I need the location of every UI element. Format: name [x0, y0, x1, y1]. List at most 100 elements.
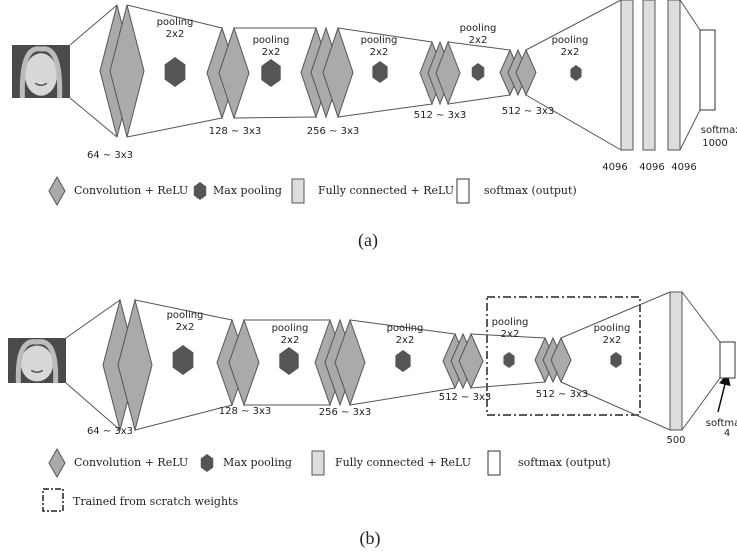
face — [20, 345, 54, 382]
pool-layer — [261, 59, 281, 87]
pool-layer — [570, 65, 582, 81]
legend-text: Fully connected + ReLU — [335, 456, 471, 469]
pool-label: pooling — [460, 23, 497, 34]
legend-text: Convolution + ReLU — [74, 456, 188, 469]
pool-layer — [395, 350, 411, 372]
softmax-layer — [719, 341, 736, 379]
smile — [34, 82, 48, 87]
fc-label: 500 — [666, 435, 685, 446]
pool-size: 2x2 — [469, 35, 488, 46]
fc-layer — [669, 291, 683, 431]
conv-layer — [109, 4, 145, 138]
pool-size: 2x2 — [281, 335, 300, 346]
conv-layer — [515, 48, 537, 97]
legend-fc — [291, 178, 305, 204]
pool-layer — [279, 347, 299, 375]
fc-layer — [620, 0, 634, 151]
pool-layer — [164, 57, 186, 87]
conv-label: 512 ∼ 3x3 — [414, 110, 466, 121]
legend-softmax — [456, 178, 470, 204]
legend-softmax — [487, 450, 501, 476]
connector — [560, 291, 671, 339]
pool-label: pooling — [361, 35, 398, 46]
pool-label: pooling — [253, 35, 290, 46]
conv-label: 512 ∼ 3x3 — [536, 389, 588, 400]
fc-layer — [642, 0, 656, 151]
softmax-layer — [699, 29, 716, 111]
conv-label: 512 ∼ 3x3 — [502, 106, 554, 117]
connector — [679, 109, 701, 151]
softmax-label: softmax — [706, 418, 737, 429]
connector — [134, 299, 233, 321]
conv-label: 256 ∼ 3x3 — [307, 126, 359, 137]
connector — [233, 116, 317, 119]
connector — [470, 333, 546, 339]
connector — [126, 4, 223, 29]
legend-text: Trained from scratch weights — [73, 495, 238, 508]
softmax-label: softmax — [701, 125, 737, 136]
pool-label: pooling — [157, 17, 194, 28]
pool-layer — [372, 61, 388, 83]
connector — [126, 117, 223, 138]
legend-box — [42, 488, 64, 512]
legend-text: softmax (output) — [484, 184, 577, 197]
connector — [65, 382, 121, 431]
connector — [337, 27, 433, 43]
conv-label: 512 ∼ 3x3 — [439, 392, 491, 403]
pool-label: pooling — [167, 310, 204, 321]
pool-label: pooling — [552, 35, 589, 46]
pool-size: 2x2 — [603, 335, 622, 346]
fc-label: 4096 — [639, 162, 664, 173]
fc-layer — [667, 0, 681, 151]
legend-text: Max pooling — [213, 184, 282, 197]
connector — [65, 299, 121, 339]
pool-size: 2x2 — [176, 322, 195, 333]
conv-layer — [435, 40, 461, 106]
legend-fc — [311, 450, 325, 476]
connector — [447, 94, 511, 105]
legend-text: softmax (output) — [518, 456, 611, 469]
conv-layer — [550, 336, 572, 384]
fc-label: 4096 — [602, 162, 627, 173]
smile — [30, 369, 44, 373]
connector — [679, 0, 701, 31]
connector — [681, 377, 721, 431]
connector — [349, 319, 456, 335]
hair — [15, 339, 59, 384]
pool-layer — [172, 345, 194, 375]
pool-layer — [503, 352, 515, 368]
connector — [69, 97, 118, 138]
conv-label: 64 ∼ 3x3 — [87, 426, 133, 437]
connector — [525, 0, 622, 51]
connector — [447, 41, 511, 51]
connector — [560, 381, 671, 431]
connector — [69, 4, 118, 46]
legend-text: Max pooling — [223, 456, 292, 469]
softmax-size: 4 — [724, 428, 730, 439]
pool-size: 2x2 — [561, 47, 580, 58]
pool-size: 2x2 — [262, 47, 281, 58]
conv-label: 256 ∼ 3x3 — [319, 407, 371, 418]
legend-text: Convolution + ReLU — [74, 184, 188, 197]
conv-layer — [334, 318, 366, 407]
conv-layer — [228, 318, 260, 407]
pool-layer — [471, 63, 485, 81]
pool-layer — [610, 352, 622, 368]
pool-label: pooling — [594, 323, 631, 334]
pool-label: pooling — [272, 323, 309, 334]
trained-box — [486, 296, 641, 416]
legend-conv — [48, 447, 66, 479]
hair — [19, 46, 63, 99]
caption: (a) — [358, 230, 378, 251]
pool-size: 2x2 — [370, 47, 389, 58]
conv-layer — [458, 332, 484, 390]
legend-pool — [200, 454, 214, 472]
connector — [349, 387, 456, 406]
pool-size: 2x2 — [501, 329, 520, 340]
conv-label: 128 ∼ 3x3 — [209, 126, 261, 137]
conv-label: 128 ∼ 3x3 — [219, 406, 271, 417]
fc-label: 4096 — [671, 162, 696, 173]
conv-layer — [218, 26, 250, 120]
pool-label: pooling — [387, 323, 424, 334]
pool-size: 2x2 — [166, 29, 185, 40]
